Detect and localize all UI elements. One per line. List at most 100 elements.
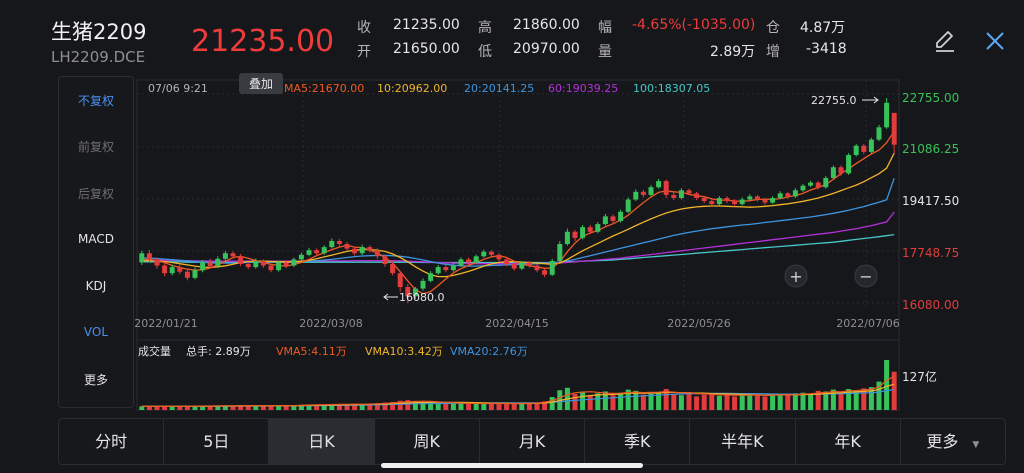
volume-bar <box>154 406 160 410</box>
zoom-in-button <box>784 264 808 288</box>
volume-bar <box>648 393 654 410</box>
volume-bar <box>367 403 373 410</box>
close-x-icon[interactable] <box>980 26 1010 56</box>
candle-body <box>785 193 791 197</box>
tab-8[interactable]: 更多 ▼ <box>926 432 980 451</box>
candle-body <box>678 190 684 198</box>
ma20-legend: 20:20141.25 <box>464 82 534 95</box>
candle-body <box>245 263 251 268</box>
candle-body <box>580 227 586 238</box>
candle-body <box>534 265 540 271</box>
last-price: 21235.00 <box>191 24 335 59</box>
x-tick-label: 2022/05/26 <box>667 317 730 330</box>
volume-ma20-legend: VMA20:2.76万 <box>450 345 528 358</box>
candle-body <box>686 190 692 194</box>
candle-body <box>564 231 570 245</box>
candle-body <box>162 265 168 274</box>
sidebar-item-forward-adjust[interactable]: 前复权 <box>77 140 114 154</box>
volume-bar <box>268 405 274 410</box>
candle-body <box>382 256 388 264</box>
candle-body <box>891 112 897 145</box>
candle-body <box>549 260 555 275</box>
ma5-line <box>141 130 895 295</box>
candle-body <box>458 259 464 266</box>
candle-body <box>716 197 722 205</box>
candle-body <box>291 259 297 266</box>
tab-4[interactable]: 月K <box>480 419 586 464</box>
volume-bar <box>162 406 168 410</box>
sidebar-item-backward-adjust[interactable]: 后复权 <box>77 187 114 201</box>
tab-7[interactable]: 年K <box>796 419 901 464</box>
candle-body <box>663 181 669 195</box>
volume-bar <box>861 388 867 410</box>
candle-body <box>602 216 608 225</box>
volume-bar <box>329 404 335 410</box>
candle-body <box>359 247 365 254</box>
volume-bar <box>694 396 700 410</box>
volume-bar <box>253 405 259 410</box>
volume-bar <box>777 393 783 410</box>
sidebar-item-vol[interactable]: VOL <box>83 325 109 339</box>
volume-bar <box>716 395 722 410</box>
quote-label: 低 <box>478 44 492 60</box>
candle-body <box>215 258 221 267</box>
chart-grid <box>136 79 900 411</box>
volume-bar <box>762 396 768 410</box>
tab-3[interactable]: 周K <box>375 419 480 464</box>
tab-2[interactable]: 日K <box>269 419 375 464</box>
candle-body <box>610 216 616 221</box>
volume-bar <box>808 393 814 410</box>
volume-bar <box>542 401 548 410</box>
volume-bar <box>739 394 745 410</box>
volume-bar <box>830 389 836 410</box>
volume-bar <box>823 391 829 410</box>
sidebar-item-more[interactable]: 更多 <box>83 373 108 387</box>
candle-body <box>260 260 266 266</box>
zoom-out-icon: − <box>859 267 872 286</box>
candle-body <box>405 287 411 297</box>
volume-bar <box>314 405 320 410</box>
max-arrow-icon <box>862 96 879 104</box>
tab-5[interactable]: 季K <box>585 419 691 464</box>
volume-bar <box>595 393 601 410</box>
volume-bar <box>260 406 266 410</box>
candle-body <box>884 102 890 128</box>
volume-bar <box>671 393 677 410</box>
y-tick-label: 21086.25 <box>902 142 959 156</box>
volume-bar <box>876 381 882 410</box>
zoom-in-icon: + <box>789 267 802 286</box>
volume-bar <box>359 404 365 410</box>
tab-6[interactable]: 半年K <box>690 419 796 464</box>
candle-body <box>169 267 175 274</box>
candle-body <box>466 259 472 263</box>
candle-body <box>823 178 829 188</box>
volume-bar <box>511 403 517 410</box>
volume-bar <box>686 393 692 410</box>
tab-0[interactable]: 分时 <box>59 419 165 464</box>
volume-bar <box>891 371 897 410</box>
quote-label: 增 <box>766 44 780 60</box>
quote-label: 量 <box>598 44 612 60</box>
candle-body <box>800 185 806 191</box>
candle-body <box>352 248 358 254</box>
candle-body <box>314 250 320 254</box>
volume-bar <box>146 406 152 410</box>
candle-body <box>154 259 160 266</box>
chart-frame <box>136 79 900 411</box>
sidebar-item-kdj[interactable]: KDJ <box>85 279 107 293</box>
sidebar-item-no-adjust[interactable]: 不复权 <box>77 94 114 108</box>
candle-body <box>846 154 852 174</box>
tab-1[interactable]: 5日 <box>164 419 270 464</box>
volume-bar <box>169 405 175 410</box>
indicator-sidebar: 不复权 前复权 后复权 MACD KDJ VOL 更多 <box>58 76 134 408</box>
volume-bars <box>139 360 897 410</box>
quote-label: 开 <box>357 44 371 60</box>
edit-pencil-icon[interactable] <box>930 26 960 56</box>
volume-bar <box>572 393 578 410</box>
sidebar-item-macd[interactable]: MACD <box>78 232 114 246</box>
volume-bar <box>846 389 852 410</box>
volume-bar <box>321 404 327 410</box>
quote-label: 收 <box>357 20 371 36</box>
candle-body <box>542 270 548 275</box>
